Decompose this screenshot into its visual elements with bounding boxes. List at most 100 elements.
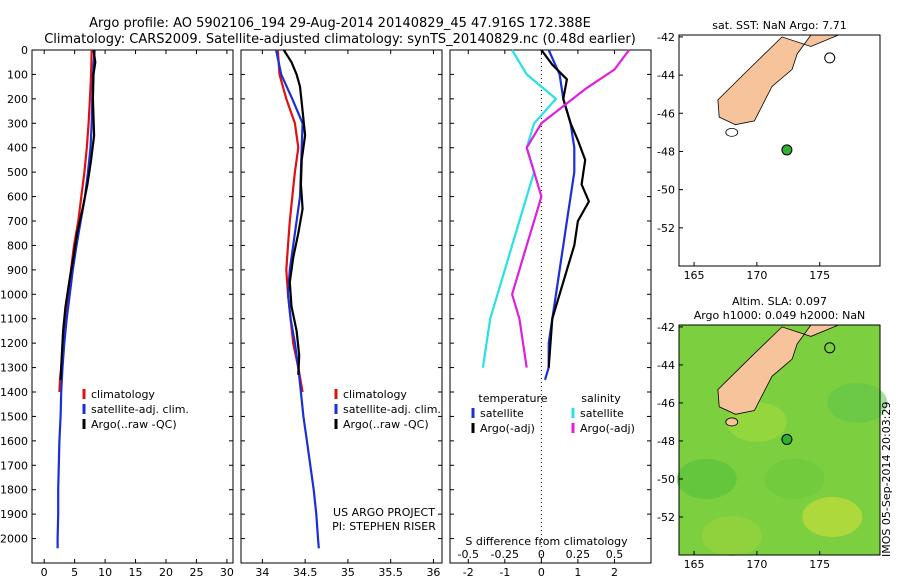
x-tick-label: 10 — [98, 566, 112, 579]
header-line-2: Climatology: CARS2009. Satellite-adjuste… — [44, 32, 636, 47]
x-tick-label: 170 — [746, 558, 767, 571]
x-tick-label: 165 — [684, 269, 705, 282]
sst-map-panel: -42 -44 -46 -48 -50 -52 165 170 175 sat. SST: NaN… — [657, 19, 881, 282]
map-title: Altim. SLA: 0.097 — [732, 295, 827, 308]
y-tick-label: -46 — [657, 107, 675, 120]
y-tick-label: -46 — [657, 397, 675, 410]
x2-tick-label: 0 — [538, 548, 545, 561]
sla-patch — [764, 458, 825, 499]
legend-label: Argo(..raw -QC) — [343, 418, 429, 431]
y-tick-label: -50 — [657, 473, 675, 486]
sla-patch — [701, 515, 762, 556]
x-tick-label: 175 — [809, 269, 830, 282]
x-tick-label: 1 — [574, 566, 581, 579]
y-tick-label: 0 — [21, 44, 28, 57]
y-tick-label: 700 — [7, 215, 28, 228]
y-tick-label: 100 — [7, 68, 28, 81]
x-tick-label: 2 — [611, 566, 618, 579]
annotation-pi: PI: STEPHEN RISER — [332, 520, 436, 533]
plot-frame — [449, 49, 652, 564]
land-stewart-island — [725, 127, 739, 137]
y-tick-label: 1300 — [0, 362, 28, 375]
sla-patch — [802, 496, 863, 537]
y-tick-label: 1800 — [0, 484, 28, 497]
sla-map-panel: -42 -44 -46 -48 -50 -52 165 170 175 Altim. SLA: 0… — [657, 295, 888, 571]
x2-tick-label: 0.25 — [566, 548, 591, 561]
x2-tick-label: -0.25 — [491, 548, 519, 561]
y-tick-label: -52 — [657, 222, 675, 235]
argo-position-marker — [781, 433, 793, 445]
legend-label: satellite — [480, 407, 524, 420]
x-tick-label: 0 — [41, 566, 48, 579]
plot-frame — [31, 49, 234, 564]
series-line — [56, 49, 96, 549]
x-tick-label: 165 — [684, 558, 705, 571]
legend-title: salinity — [581, 392, 621, 405]
legend-title: temperature — [478, 392, 547, 405]
x-tick-label: 35.5 — [378, 566, 403, 579]
series-line — [510, 49, 630, 368]
y-tick-label: -44 — [657, 69, 675, 82]
legend-label: Argo(..raw -QC) — [91, 418, 177, 431]
y-tick-label: 200 — [7, 93, 28, 106]
series-line — [59, 49, 97, 380]
y-tick-label: 2000 — [0, 533, 28, 546]
y-tick-label: -52 — [657, 511, 675, 524]
y-tick-label: 800 — [7, 239, 28, 252]
x-tick-label: 170 — [746, 269, 767, 282]
y-tick-label: -48 — [657, 145, 675, 158]
plot-frame — [240, 49, 443, 564]
x-tick-label: 36 — [426, 566, 440, 579]
argo-position-marker — [781, 144, 793, 156]
sla-patch — [827, 382, 888, 423]
imos-stamp: IMOS 05-Sep-2014 20:03:29 — [880, 402, 893, 557]
chatham-marker — [824, 52, 836, 64]
series-line — [275, 49, 320, 549]
y-tick-label: 1500 — [0, 410, 28, 423]
y-tick-label: 900 — [7, 264, 28, 277]
y-tick-label: 1900 — [0, 508, 28, 521]
x-tick-label: -1 — [499, 566, 510, 579]
header-line-1: Argo profile: AO 5902106_194 29-Aug-2014… — [89, 16, 591, 31]
y-tick-label: 400 — [7, 142, 28, 155]
difference-panel: -2-1012T difference from climatology-0.5… — [449, 49, 652, 584]
x-tick-label: 35 — [341, 566, 355, 579]
x-tick-label: 175 — [809, 558, 830, 571]
series-line — [282, 49, 307, 375]
y-tick-label: 1100 — [0, 313, 28, 326]
y-tick-label: 1400 — [0, 386, 28, 399]
map-subtitle: Argo h1000: 0.049 h2000: NaN — [694, 309, 866, 322]
y-tick-label: -42 — [657, 321, 675, 334]
y-tick-label: -50 — [657, 184, 675, 197]
sla-patch — [676, 458, 737, 499]
series-line — [276, 49, 304, 393]
x-tick-label: 20 — [159, 566, 173, 579]
salinity-panel: 3434.53535.536salinityclimatologysatelli… — [240, 49, 443, 584]
y-tick-label: 1200 — [0, 337, 28, 350]
legend-label: satellite — [580, 407, 624, 420]
x-tick-label: 25 — [189, 566, 203, 579]
map-frame — [678, 34, 881, 267]
temperature-panel: 0100200300400500600700800900100011001200… — [0, 44, 234, 584]
x-tick-label: 34.5 — [293, 566, 318, 579]
series-line — [481, 49, 558, 368]
y-tick-label: -42 — [657, 31, 675, 44]
y-tick-label: 500 — [7, 166, 28, 179]
x2-tick-label: -0.5 — [458, 548, 479, 561]
legend-label: satellite-adj. clim. — [91, 403, 189, 416]
y-tick-label: 600 — [7, 191, 28, 204]
legend-label: climatology — [343, 388, 407, 401]
chatham-marker — [824, 342, 836, 354]
map-frame — [678, 324, 881, 556]
y-tick-label: 1600 — [0, 435, 28, 448]
y-tick-label: -48 — [657, 435, 675, 448]
legend-label: Argo(-adj) — [580, 422, 635, 435]
y-tick-label: -44 — [657, 359, 675, 372]
x-tick-label: 30 — [220, 566, 234, 579]
map-title: sat. SST: NaN Argo: 7.71 — [712, 19, 846, 32]
x-tick-label: 0 — [538, 566, 545, 579]
series-line — [540, 49, 591, 368]
legend-label: satellite-adj. clim. — [343, 403, 441, 416]
